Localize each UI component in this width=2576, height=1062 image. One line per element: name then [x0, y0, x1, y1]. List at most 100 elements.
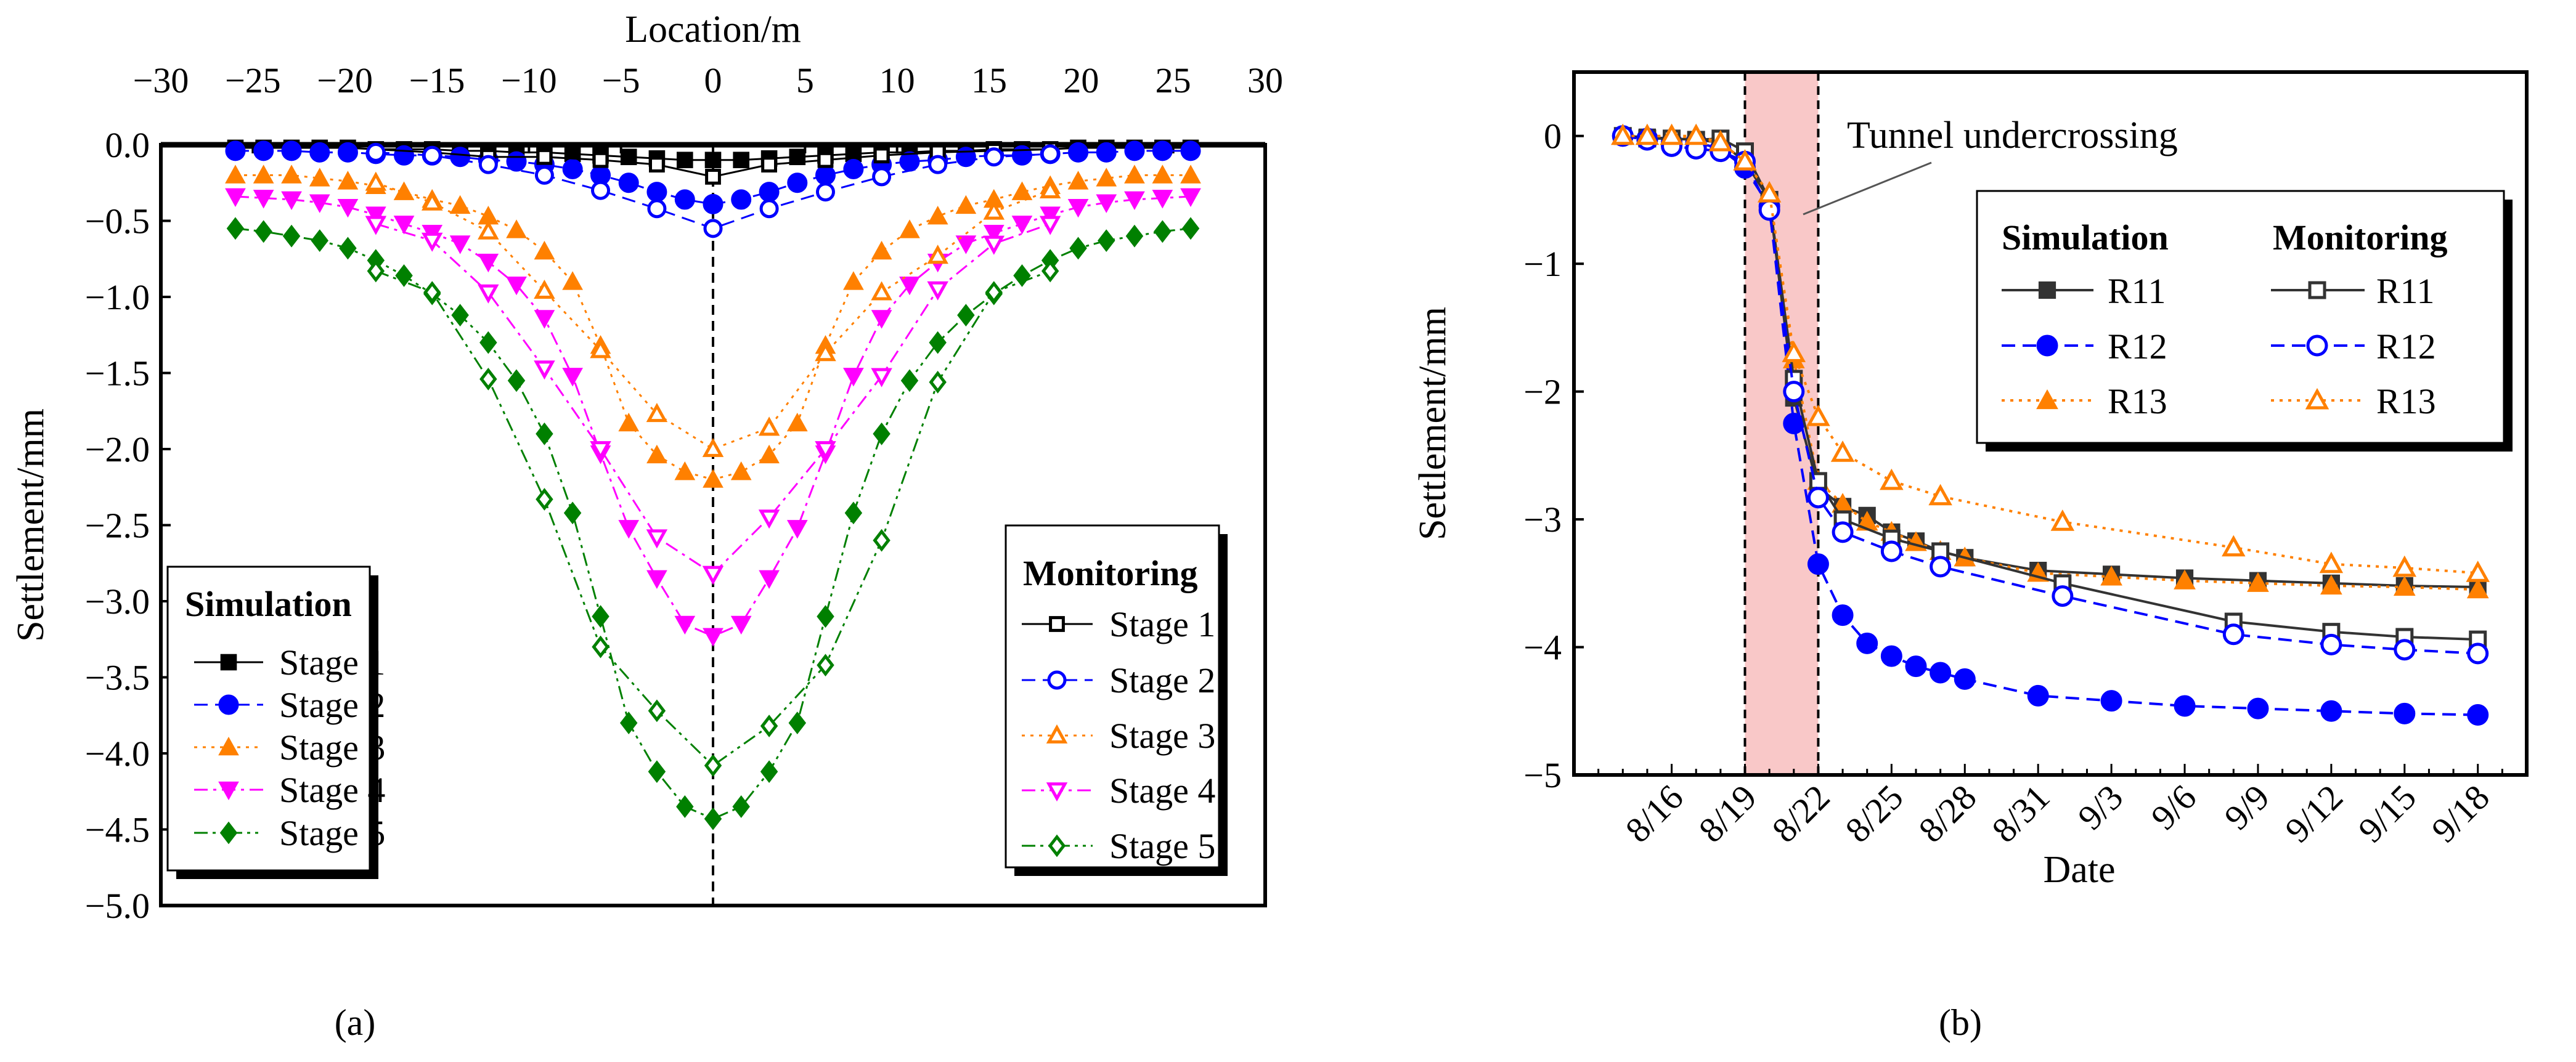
data-point [478, 155, 498, 174]
data-point [1152, 140, 1173, 161]
data-point [394, 145, 415, 166]
data-point [534, 279, 555, 299]
data-point [618, 520, 640, 539]
data-point [1067, 171, 1089, 190]
data-point [563, 501, 582, 525]
data-point [2247, 572, 2269, 592]
data-point [703, 469, 723, 488]
legend-marker [2305, 387, 2329, 410]
data-point [843, 159, 864, 180]
data-point [1152, 164, 1173, 184]
series-monitoring-stage-4 [365, 216, 1061, 585]
data-point [1011, 181, 1033, 200]
data-point [703, 219, 723, 238]
data-point [2394, 639, 2416, 661]
y-tick-label: 0 [1544, 116, 1562, 156]
data-point [2320, 700, 2342, 722]
data-point [899, 276, 920, 296]
data-point [1124, 164, 1145, 184]
panel-b-time-settlement-chart: 8/16 8/19 8/22 8/25 8/28 8/31 9/3 9/6 9/9 9/12 9/1… [1412, 70, 2529, 891]
data-point [536, 488, 553, 511]
y-tick-label: 0.0 [105, 125, 150, 165]
data-point [2027, 684, 2049, 707]
x-tick-label: −20 [317, 60, 373, 100]
data-point [1069, 237, 1087, 260]
data-point [393, 216, 415, 235]
data-point [873, 422, 891, 445]
data-point [253, 190, 274, 209]
data-point [927, 245, 948, 264]
x-tick-label: 8/22 [1764, 777, 1838, 850]
data-point [1040, 206, 1061, 225]
x-tick-label: 9/9 [2217, 777, 2277, 837]
legend-label: R11 [2108, 271, 2166, 311]
y-tick-label: −3.5 [85, 658, 150, 698]
legend-marker [1047, 670, 1067, 690]
data-point [337, 142, 358, 163]
y-tick-label: −3 [1523, 500, 1562, 540]
data-point [1096, 142, 1117, 163]
series-monitoring-stage-2 [366, 142, 1060, 238]
x-tick-label: 8/31 [1984, 777, 2057, 850]
x-axis-title: Location/m [625, 9, 801, 51]
data-point [479, 331, 497, 354]
data-point [309, 142, 330, 163]
data-point [759, 182, 780, 203]
plot-frame [1572, 70, 2529, 777]
data-point [759, 444, 780, 464]
data-point [2174, 695, 2196, 717]
data-point [646, 444, 667, 464]
data-point [2392, 555, 2417, 577]
data-point [677, 152, 693, 168]
y-tick-label: −4 [1523, 628, 1562, 668]
data-point [506, 219, 527, 238]
data-point [2174, 569, 2196, 590]
legend-label: R12 [2108, 326, 2167, 367]
data-point [1180, 140, 1201, 161]
data-point [534, 165, 554, 185]
data-point [225, 188, 246, 208]
data-point [1807, 487, 1829, 509]
data-point [927, 206, 948, 225]
y-tick-label: −0.5 [85, 201, 150, 241]
annotation-tunnel-undercrossing: Tunnel undercrossing [1847, 115, 2178, 156]
data-point [786, 520, 808, 539]
legend-label: R11 [2376, 271, 2435, 311]
legend-monitoring: Monitoring Stage 1 Stage 2 Stage 3 Stage 4 St… [1005, 524, 1228, 876]
legend-title: Simulation [185, 584, 352, 624]
x-tick-label: 25 [1156, 60, 1191, 100]
data-point [1098, 229, 1115, 253]
data-point [704, 754, 722, 777]
x-tick-label: 9/18 [2424, 777, 2497, 850]
data-point [1880, 540, 1902, 562]
data-point [1832, 604, 1854, 626]
data-point [843, 368, 864, 387]
data-point [562, 368, 583, 387]
data-point [985, 281, 1003, 304]
data-point [226, 217, 245, 240]
data-point [759, 199, 779, 219]
data-point [365, 206, 386, 225]
legend-marker [2038, 281, 2056, 299]
x-tick-label: 8/28 [1911, 777, 1984, 850]
legend-label: Stage 1 [1109, 604, 1215, 644]
x-tick-label: −15 [409, 60, 465, 100]
data-point [590, 441, 611, 461]
data-point [676, 795, 694, 818]
data-point [1660, 123, 1684, 145]
data-point [871, 240, 892, 260]
data-point [367, 259, 385, 283]
data-point [592, 152, 609, 168]
data-point [2394, 702, 2416, 724]
data-point [281, 164, 302, 184]
data-point [1807, 553, 1829, 575]
data-point [983, 224, 1005, 244]
data-point [1124, 191, 1145, 210]
data-point [2052, 585, 2074, 607]
data-point [1611, 123, 1635, 145]
data-point [449, 235, 471, 254]
data-point [648, 699, 666, 723]
caption-a: (a) [335, 1002, 376, 1043]
legend-label: Stage 4 [279, 770, 385, 810]
data-point [2222, 623, 2244, 646]
